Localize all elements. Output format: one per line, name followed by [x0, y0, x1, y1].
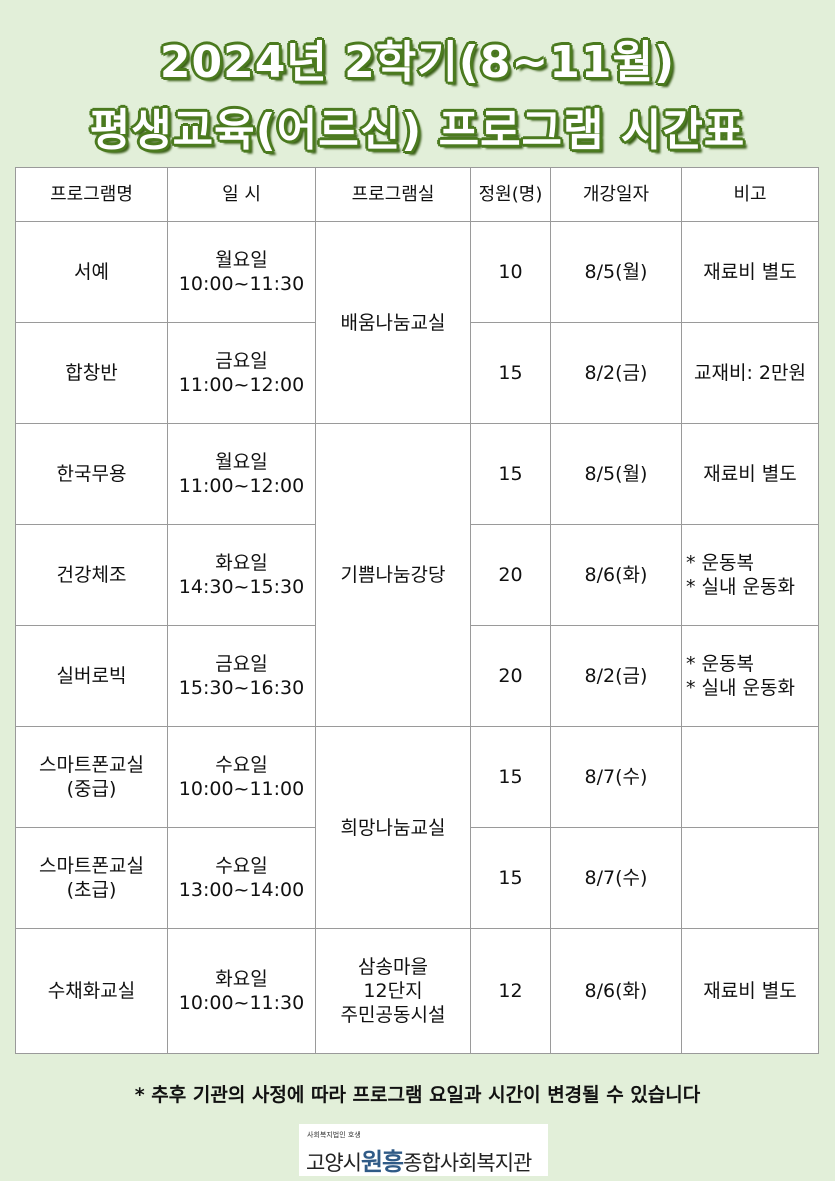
schedule: 화요일 10:00~11:30	[167, 928, 316, 1054]
day: 금요일	[215, 350, 268, 372]
room-line: 주민공동시설	[340, 1004, 446, 1026]
time: 10:00~11:00	[178, 778, 305, 800]
start-date: 8/5(월)	[550, 423, 682, 525]
schedule-table: 프로그램명 일 시 프로그램실 정원(명) 개강일자 비고 서예 월요일 10:0…	[15, 167, 819, 1054]
time: 14:30~15:30	[178, 576, 305, 598]
start-date: 8/6(화)	[550, 928, 682, 1054]
start-date: 8/6(화)	[550, 524, 682, 626]
time: 11:00~12:00	[178, 475, 305, 497]
table-row: 수채화교실 화요일 10:00~11:30 삼송마을 12단지 주민공동시설 12 8…	[15, 928, 819, 1054]
start-date: 8/5(월)	[550, 221, 682, 323]
remarks	[681, 726, 819, 828]
start-date: 8/7(수)	[550, 827, 682, 929]
logo-text-b: 원흥	[360, 1148, 404, 1176]
schedule: 금요일 15:30~16:30	[167, 625, 316, 727]
logo-subtitle: 사회복지법인 호생	[307, 1131, 361, 1139]
name-line: 스마트폰교실	[39, 754, 144, 776]
program-name: 한국무용	[15, 423, 168, 525]
program-name: 스마트폰교실 (중급)	[15, 726, 168, 828]
schedule: 월요일 10:00~11:30	[167, 221, 316, 323]
capacity: 20	[470, 625, 551, 727]
capacity: 15	[470, 322, 551, 424]
header-start-date: 개강일자	[550, 167, 682, 222]
start-date: 8/2(금)	[550, 322, 682, 424]
program-name: 서예	[15, 221, 168, 323]
table-row: 합창반 금요일 11:00~12:00 15 8/2(금) 교재비: 2만원	[15, 322, 819, 424]
remark-line: * 운동복	[686, 653, 754, 675]
schedule: 월요일 11:00~12:00	[167, 423, 316, 525]
time: 10:00~11:30	[178, 273, 305, 295]
capacity: 15	[470, 827, 551, 929]
logo-text-c: 종합사회복지관	[403, 1151, 532, 1175]
start-date: 8/2(금)	[550, 625, 682, 727]
capacity: 10	[470, 221, 551, 323]
capacity: 20	[470, 524, 551, 626]
remark-line: * 실내 운동화	[686, 576, 795, 598]
capacity: 15	[470, 726, 551, 828]
day: 수요일	[215, 754, 268, 776]
room: 배움나눔교실	[315, 221, 471, 424]
day: 월요일	[215, 451, 268, 473]
program-name: 수채화교실	[15, 928, 168, 1054]
day: 월요일	[215, 249, 268, 271]
start-date: 8/7(수)	[550, 726, 682, 828]
logo-text: 고양시원흥종합사회복지관	[306, 1142, 532, 1177]
capacity: 12	[470, 928, 551, 1054]
header-datetime: 일 시	[167, 167, 316, 222]
level: (중급)	[66, 778, 117, 800]
day: 화요일	[215, 552, 268, 574]
title-line-1: 2024년 2학기(8~11월)	[159, 37, 676, 88]
remarks: 재료비 별도	[681, 423, 819, 525]
room: 기쁨나눔강당	[315, 423, 471, 727]
time: 15:30~16:30	[178, 677, 305, 699]
capacity: 15	[470, 423, 551, 525]
schedule: 화요일 14:30~15:30	[167, 524, 316, 626]
room-line: 삼송마을	[358, 956, 428, 978]
organization-logo: 사회복지법인 호생 고양시원흥종합사회복지관	[299, 1124, 548, 1176]
remarks: * 운동복 * 실내 운동화	[681, 524, 819, 626]
schedule: 금요일 11:00~12:00	[167, 322, 316, 424]
remarks: 재료비 별도	[681, 928, 819, 1054]
remarks: 재료비 별도	[681, 221, 819, 323]
logo-text-a: 고양시	[306, 1151, 362, 1175]
schedule: 수요일 10:00~11:00	[167, 726, 316, 828]
header-row: 프로그램명 일 시 프로그램실 정원(명) 개강일자 비고	[15, 167, 819, 222]
table-row: 건강체조 화요일 14:30~15:30 20 8/6(화) * 운동복 * 실내 …	[15, 524, 819, 626]
schedule: 수요일 13:00~14:00	[167, 827, 316, 929]
room: 희망나눔교실	[315, 726, 471, 929]
program-name: 실버로빅	[15, 625, 168, 727]
remarks	[681, 827, 819, 929]
header-room: 프로그램실	[315, 167, 471, 222]
time: 13:00~14:00	[178, 879, 305, 901]
day: 수요일	[215, 855, 268, 877]
header-capacity: 정원(명)	[470, 167, 551, 222]
program-name: 스마트폰교실 (초급)	[15, 827, 168, 929]
day: 금요일	[215, 653, 268, 675]
remark-line: * 운동복	[686, 552, 754, 574]
time: 11:00~12:00	[178, 374, 305, 396]
level: (초급)	[66, 879, 117, 901]
table-row: 스마트폰교실 (중급) 수요일 10:00~11:00 희망나눔교실 15 8/7(…	[15, 726, 819, 929]
table-row: 서예 월요일 10:00~11:30 배움나눔교실 10 8/5(월) 재료비 별…	[15, 221, 819, 424]
day: 화요일	[215, 968, 268, 990]
time: 10:00~11:30	[178, 992, 305, 1014]
room-line: 12단지	[363, 980, 423, 1002]
header-program: 프로그램명	[15, 167, 168, 222]
remark-line: * 실내 운동화	[686, 677, 795, 699]
name-line: 스마트폰교실	[39, 855, 144, 877]
table-row: 실버로빅 금요일 15:30~16:30 20 8/2(금) * 운동복 * 실내 …	[15, 625, 819, 727]
footer-note: * 추후 기관의 사정에 따라 프로그램 요일과 시간이 변경될 수 있습니다	[134, 1084, 701, 1106]
program-name: 건강체조	[15, 524, 168, 626]
program-name: 합창반	[15, 322, 168, 424]
header-remarks: 비고	[681, 167, 819, 222]
remarks: 교재비: 2만원	[681, 322, 819, 424]
remarks: * 운동복 * 실내 운동화	[681, 625, 819, 727]
table-row: 스마트폰교실 (초급) 수요일 13:00~14:00 15 8/7(수)	[15, 827, 819, 929]
room: 삼송마을 12단지 주민공동시설	[315, 928, 471, 1054]
title-line-2: 평생교육(어르신) 프로그램 시간표	[89, 105, 746, 156]
table-row: 한국무용 월요일 11:00~12:00 기쁨나눔강당 15 8/5(월) 재료비…	[15, 423, 819, 727]
